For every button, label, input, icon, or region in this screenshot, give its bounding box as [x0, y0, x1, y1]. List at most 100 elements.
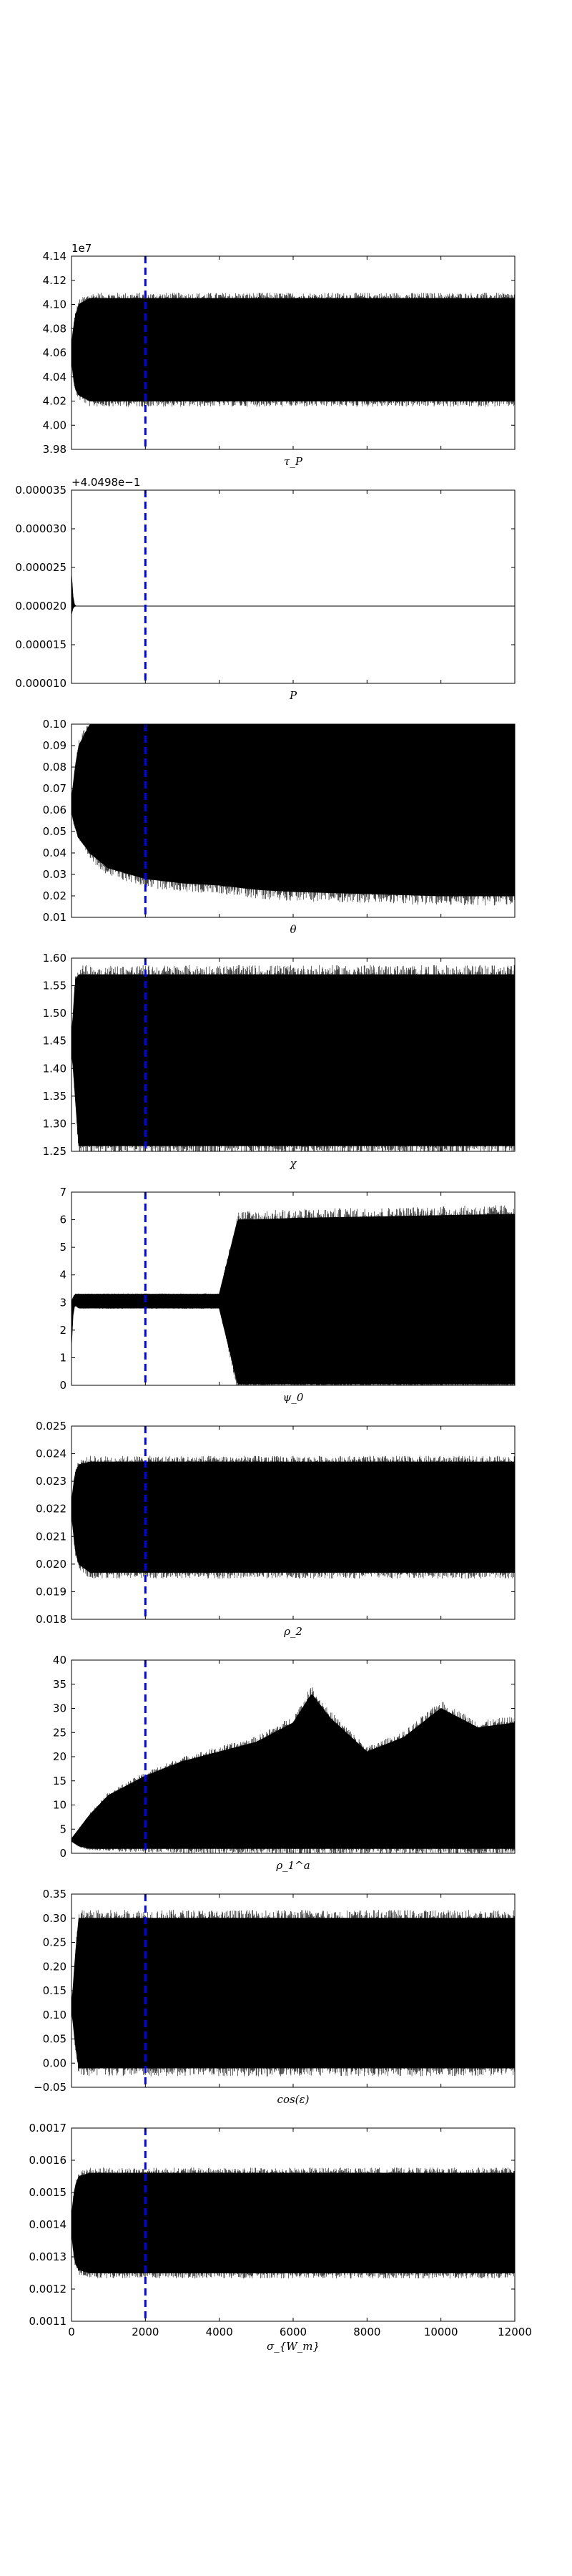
y-offset-label: 1e7 — [72, 242, 92, 255]
x-axis-label: θ — [290, 923, 296, 936]
trace-panel-8: −0.05 0.00 0.05 0.10 0.15 0.20 0.25 0.30 0.35 cos… — [34, 1888, 516, 2106]
trace-line — [72, 1455, 515, 1579]
x-axis-label: ρ_1^a — [275, 1859, 310, 1872]
y-tick-label: 0.01 — [43, 911, 66, 924]
y-tick-label: 4 — [59, 1269, 66, 1282]
y-tick-label: 20 — [53, 1750, 66, 1763]
trace-series — [72, 965, 515, 1151]
y-tick-label: 4.06 — [43, 346, 66, 359]
y-tick-label: 0.03 — [43, 868, 66, 881]
y-tick-label: 0.000015 — [15, 638, 66, 651]
trace-panel-6: 0.018 0.019 0.020 0.021 0.022 0.023 0.024 0.025… — [36, 1420, 516, 1638]
y-tick-label: 2 — [59, 1324, 66, 1337]
y-tick-label: 0 — [59, 1379, 66, 1392]
y-tick-label: 4.00 — [43, 419, 66, 431]
y-tick-label: 0.09 — [43, 739, 66, 752]
y-tick-label: 4.12 — [43, 274, 66, 287]
y-tick-label: 0.0015 — [29, 2186, 67, 2199]
trace-series — [72, 1455, 515, 1579]
y-tick-label: 0.02 — [43, 889, 66, 902]
trace-line — [72, 2167, 515, 2279]
axes-frame — [71, 489, 516, 684]
y-tick-label: 0.000020 — [15, 600, 66, 613]
y-tick-label: 0.00 — [43, 2057, 66, 2069]
y-tick-label: 0.0011 — [29, 2315, 67, 2328]
y-tick-label: 1.50 — [43, 1007, 66, 1020]
x-axis-label: ρ_2 — [283, 1625, 302, 1638]
y-tick-label: 1.55 — [43, 980, 66, 992]
trace-panel-3: 0.01 0.02 0.03 0.04 0.05 0.06 0.07 0.08 0.09 0.10… — [43, 718, 516, 936]
x-tick-label: 0 — [68, 2326, 75, 2338]
y-tick-label: 1.40 — [43, 1062, 66, 1075]
y-tick-label: 0.020 — [36, 1558, 66, 1571]
y-tick-label: 0.35 — [43, 1888, 66, 1901]
y-tick-label: 4.02 — [43, 395, 66, 408]
y-tick-label: 4.14 — [43, 250, 66, 263]
y-tick-label: 1.45 — [43, 1035, 66, 1048]
y-tick-label: 4.04 — [43, 371, 66, 384]
y-tick-label: 0.019 — [36, 1585, 66, 1598]
y-tick-label: 0.08 — [43, 761, 66, 774]
y-tick-label: 0.024 — [36, 1448, 66, 1460]
x-tick-label: 10000 — [424, 2326, 458, 2338]
y-tick-label: 5 — [59, 1241, 66, 1254]
x-axis-label: χ — [289, 1157, 297, 1170]
trace-series — [72, 293, 515, 407]
y-tick-label: 5 — [59, 1823, 66, 1835]
y-tick-label: 10 — [53, 1799, 66, 1812]
x-tick-label: 12000 — [498, 2326, 532, 2338]
y-tick-label: 0.0016 — [29, 2154, 67, 2167]
y-tick-label: 1.30 — [43, 1117, 66, 1130]
y-tick-label: 1.25 — [43, 1145, 66, 1158]
y-tick-label: 15 — [53, 1775, 66, 1787]
trace-series — [72, 724, 515, 906]
y-tick-label: 4.08 — [43, 322, 66, 335]
x-tick-label: 8000 — [353, 2326, 380, 2338]
trace-panel-7: 0 5 10 15 20 25 30 35 40 ρ_1^a — [53, 1654, 516, 1872]
y-tick-label: 0.000035 — [15, 484, 66, 497]
y-tick-label: 3 — [59, 1296, 66, 1309]
y-tick-label: 0.0017 — [29, 2122, 67, 2135]
y-tick-label: 7 — [59, 1186, 66, 1199]
y-tick-label: 3.98 — [43, 443, 66, 456]
y-tick-label: 0.04 — [43, 847, 66, 859]
y-tick-label: 0.000030 — [15, 522, 66, 535]
y-tick-label: 0.000010 — [15, 677, 66, 690]
y-tick-label: 40 — [53, 1654, 66, 1667]
y-tick-label: 35 — [53, 1678, 66, 1691]
trace-envelope — [72, 575, 515, 614]
trace-panel-9: 0.0011 0.0012 0.0013 0.0014 0.0015 0.0016 0.00… — [29, 2122, 532, 2353]
trace-series — [72, 1205, 515, 1385]
x-tick-label: 6000 — [280, 2326, 307, 2338]
y-tick-label: 0 — [59, 1847, 66, 1860]
trace-line — [72, 1205, 515, 1385]
y-tick-label: 0.018 — [36, 1613, 66, 1626]
y-tick-label: 0.0014 — [29, 2218, 67, 2231]
y-tick-label: 0.15 — [43, 1984, 66, 1997]
y-tick-label: 0.025 — [36, 1420, 66, 1433]
x-axis-label: cos(ε) — [277, 2093, 310, 2106]
y-tick-label: 4.10 — [43, 298, 66, 311]
trace-series — [72, 2167, 515, 2279]
x-tick-label: 2000 — [132, 2326, 159, 2338]
y-tick-label: 0.0012 — [29, 2283, 67, 2296]
x-axis-label: P — [289, 689, 297, 702]
y-tick-label: 0.10 — [43, 718, 66, 731]
y-tick-label: 0.05 — [43, 2033, 66, 2046]
y-tick-label: 6 — [59, 1214, 66, 1226]
x-axis-label: σ_{W_m} — [267, 2340, 320, 2353]
y-tick-label: 0.07 — [43, 782, 66, 795]
trace-line — [72, 293, 515, 407]
x-axis-label: τ_P — [284, 455, 303, 468]
trace-panel-4: 1.25 1.30 1.35 1.40 1.45 1.50 1.55 1.60 χ — [43, 952, 516, 1170]
y-tick-label: −0.05 — [34, 2081, 66, 2094]
trace-series — [72, 1687, 515, 1853]
trace-line — [72, 965, 515, 1151]
y-tick-label: 1.35 — [43, 1090, 66, 1103]
y-tick-label: 0.06 — [43, 804, 66, 816]
y-offset-label: +4.0498e−1 — [72, 476, 140, 489]
y-tick-label: 25 — [53, 1726, 66, 1739]
y-tick-label: 0.000025 — [15, 561, 66, 574]
trace-series — [72, 575, 515, 614]
